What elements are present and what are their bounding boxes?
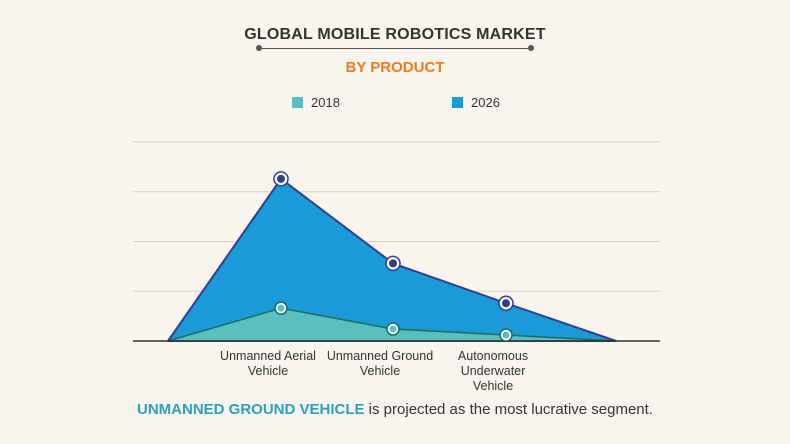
marker-2026-point [277,174,285,183]
divider-dot-left [256,45,262,51]
x-tick-label-line: Vehicle [360,364,400,378]
x-tick-label-line: Unmanned Aerial [220,349,316,363]
x-tick-label-line: Autonomous [458,349,528,363]
x-tick-label-line: Vehicle [473,379,513,393]
footer-note: UNMANNED GROUND VEHICLE is projected as … [0,401,790,418]
legend-label-2018: 2018 [311,95,340,110]
x-tick-label: Autonomous Underwater Vehicle [458,349,528,393]
x-tick-label: Unmanned Ground Vehicle [327,349,433,378]
divider-dot-right [528,45,534,51]
marker-2026-point [502,299,510,308]
x-tick-label-line: Unmanned Ground [327,349,433,363]
x-tick-label-line: Vehicle [248,364,288,378]
x-tick-label: Unmanned Aerial Vehicle [220,349,316,378]
legend-label-2026: 2026 [471,95,500,110]
marker-2018-point [277,304,285,312]
legend-swatch-2018 [292,97,303,108]
marker-2018-point [502,331,510,339]
marker-2026-point [389,259,397,268]
x-tick-label-line: Underwater [461,364,526,378]
footer-highlight: UNMANNED GROUND VEHICLE [137,401,365,418]
chart-title: GLOBAL MOBILE ROBOTICS MARKET [244,26,546,43]
title-divider [259,48,531,49]
legend-item-2018: 2018 [292,95,340,110]
legend-swatch-2026 [452,97,463,108]
legend-item-2026: 2026 [452,95,500,110]
footer-text: is projected as the most lucrative segme… [364,401,653,418]
marker-2018-point [389,325,397,333]
chart-subtitle: BY PRODUCT [345,59,445,76]
